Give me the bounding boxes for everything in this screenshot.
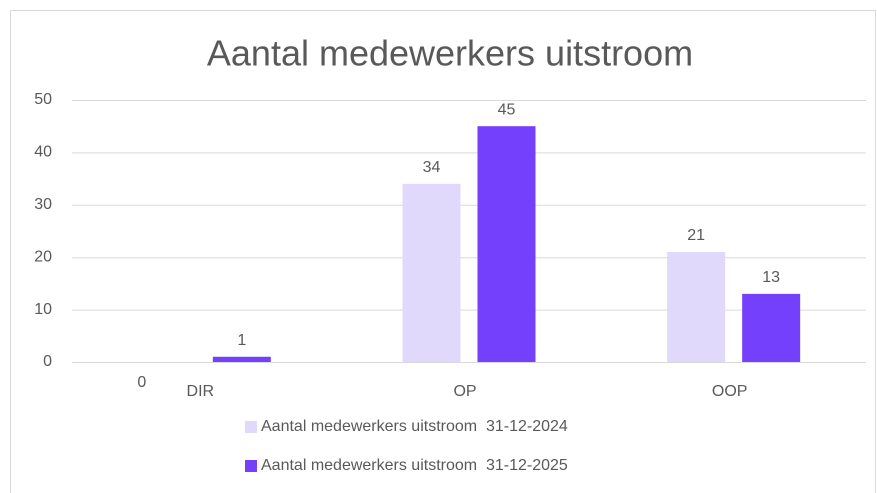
legend-swatch xyxy=(245,421,257,433)
data-label: 0 xyxy=(137,374,146,391)
y-tick-label: 50 xyxy=(34,91,52,108)
bar xyxy=(667,251,726,362)
data-label: 1 xyxy=(237,332,246,349)
data-label: 13 xyxy=(762,269,780,286)
legend-label: Aantal medewerkers uitstroom 31-12-2024 xyxy=(261,418,568,435)
x-tick-label: OP xyxy=(453,383,476,400)
y-tick-label: 0 xyxy=(43,353,52,370)
chart-title: Aantal medewerkers uitstroom xyxy=(207,33,693,74)
legend-label: Aantal medewerkers uitstroom 31-12-2025 xyxy=(261,457,568,474)
y-tick-label: 20 xyxy=(34,248,52,265)
y-tick-label: 40 xyxy=(34,144,52,161)
data-label: 34 xyxy=(423,159,441,176)
data-label: 45 xyxy=(498,101,516,118)
bar xyxy=(477,126,536,362)
bar xyxy=(742,293,801,362)
x-tick-label: DIR xyxy=(187,383,215,400)
bar xyxy=(402,183,461,362)
y-tick-label: 10 xyxy=(34,301,52,318)
bar xyxy=(212,356,271,362)
data-label: 21 xyxy=(687,227,705,244)
x-tick-label: OOP xyxy=(712,383,748,400)
legend-swatch xyxy=(245,460,257,472)
y-tick-label: 30 xyxy=(34,196,52,213)
